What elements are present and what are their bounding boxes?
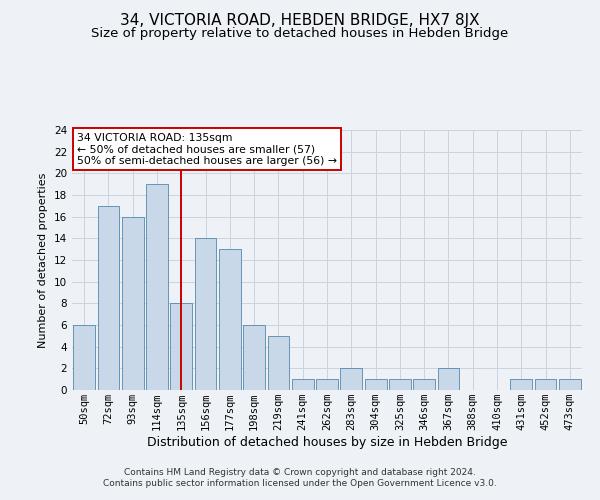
Bar xyxy=(122,216,143,390)
Bar xyxy=(219,249,241,390)
Bar xyxy=(365,379,386,390)
Bar xyxy=(194,238,217,390)
Bar xyxy=(559,379,581,390)
Bar xyxy=(389,379,411,390)
Text: Contains HM Land Registry data © Crown copyright and database right 2024.
Contai: Contains HM Land Registry data © Crown c… xyxy=(103,468,497,487)
Bar xyxy=(413,379,435,390)
Y-axis label: Number of detached properties: Number of detached properties xyxy=(38,172,49,348)
Bar xyxy=(243,325,265,390)
Bar xyxy=(97,206,119,390)
Bar xyxy=(437,368,460,390)
Text: Size of property relative to detached houses in Hebden Bridge: Size of property relative to detached ho… xyxy=(91,28,509,40)
Bar xyxy=(340,368,362,390)
Bar xyxy=(146,184,168,390)
Bar xyxy=(511,379,532,390)
Bar xyxy=(73,325,95,390)
Text: 34 VICTORIA ROAD: 135sqm
← 50% of detached houses are smaller (57)
50% of semi-d: 34 VICTORIA ROAD: 135sqm ← 50% of detach… xyxy=(77,132,337,166)
Bar xyxy=(170,304,192,390)
X-axis label: Distribution of detached houses by size in Hebden Bridge: Distribution of detached houses by size … xyxy=(147,436,507,449)
Bar xyxy=(316,379,338,390)
Bar xyxy=(268,336,289,390)
Bar xyxy=(535,379,556,390)
Text: 34, VICTORIA ROAD, HEBDEN BRIDGE, HX7 8JX: 34, VICTORIA ROAD, HEBDEN BRIDGE, HX7 8J… xyxy=(120,12,480,28)
Bar xyxy=(292,379,314,390)
